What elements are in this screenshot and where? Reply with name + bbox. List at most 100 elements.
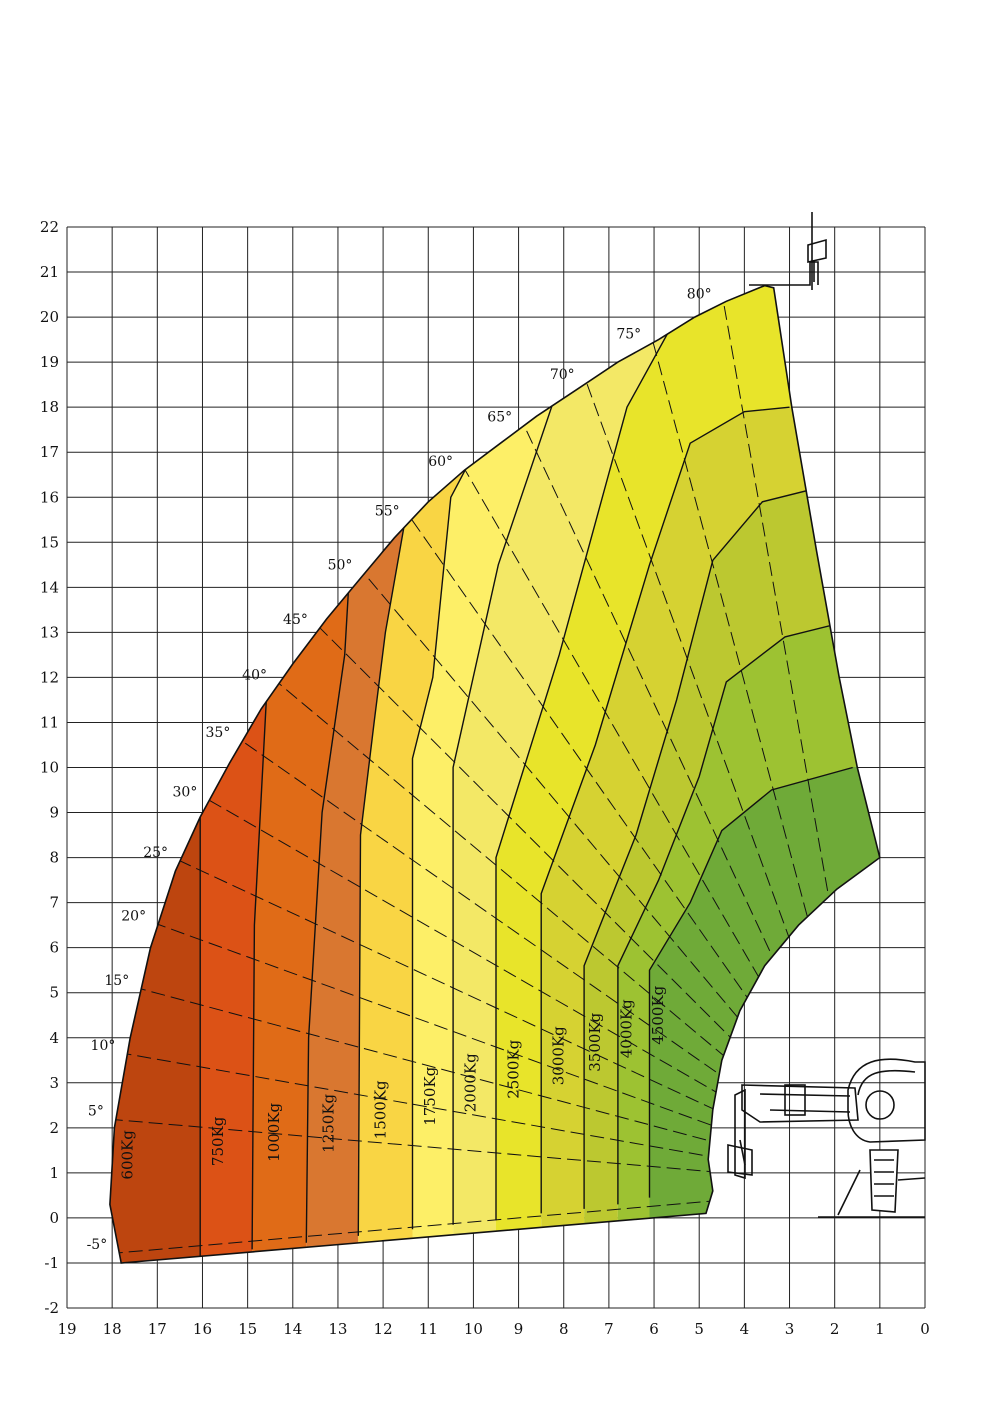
- x-axis-tick-labels: 19 18 17 16 15 14 13 12 11 10 9 8 7 6 5 4 3 2 1 0: [57, 1320, 929, 1338]
- x-tick-label: 12: [374, 1320, 393, 1338]
- x-tick-label: 3: [785, 1320, 795, 1338]
- telehandler-icon: [727, 1058, 926, 1218]
- x-tick-label: 18: [103, 1320, 122, 1338]
- zone-band: [306, 285, 478, 1264]
- y-tick-label: 2: [49, 1119, 59, 1137]
- angle-label: 30°: [173, 784, 198, 800]
- angle-label: -5°: [87, 1237, 108, 1253]
- capacity-label: 1000Kg: [265, 1102, 283, 1161]
- angle-label: 10°: [91, 1038, 116, 1054]
- load-line: [540, 406, 790, 1214]
- zone-band: [453, 285, 852, 1264]
- capacity-label: 2000Kg: [462, 1053, 480, 1112]
- load-line: [305, 537, 353, 1243]
- angle-line: [109, 894, 880, 1187]
- capacity-label: 600Kg: [118, 1130, 136, 1180]
- angle-label: 75°: [616, 327, 641, 343]
- y-tick-label: 10: [40, 759, 59, 777]
- y-tick-label: 5: [49, 984, 59, 1002]
- angle-label: 40°: [242, 668, 267, 684]
- y-tick-label: 15: [40, 533, 59, 551]
- angle-line: [109, 1087, 880, 1187]
- capacity-label: 1500Kg: [371, 1080, 389, 1139]
- capacity-labels: 600Kg 750Kg 1000Kg 1250Kg 1500Kg 1750Kg 2000Kg…: [118, 985, 667, 1179]
- x-tick-label: 8: [559, 1320, 569, 1338]
- load-line: [495, 316, 678, 1221]
- angle-label: 20°: [121, 908, 146, 924]
- y-tick-label: 4: [49, 1029, 59, 1047]
- envelope-boundary: [109, 284, 881, 1264]
- load-line: [357, 465, 416, 1236]
- capacity-label: 4500Kg: [649, 985, 667, 1044]
- x-tick-label: 1: [875, 1320, 885, 1338]
- angle-label: 45°: [283, 612, 308, 628]
- capacity-label: 4000Kg: [617, 999, 635, 1058]
- x-tick-label: 7: [604, 1320, 614, 1338]
- angle-label: 60°: [428, 454, 453, 470]
- x-tick-label: 2: [830, 1320, 840, 1338]
- x-tick-label: 4: [740, 1320, 750, 1338]
- angle-label: 35°: [206, 725, 231, 741]
- angle-label: 25°: [143, 845, 168, 861]
- zone-band: [541, 285, 880, 1264]
- x-tick-label: 19: [57, 1320, 76, 1338]
- load-line: [583, 487, 817, 1209]
- angle-label: 80°: [687, 287, 712, 303]
- angle-line: [109, 710, 880, 1187]
- x-tick-label: 5: [694, 1320, 704, 1338]
- y-tick-label: 19: [40, 353, 59, 371]
- y-tick-label: 16: [40, 488, 59, 506]
- y-tick-label: -2: [44, 1299, 59, 1317]
- zone-band: [358, 285, 667, 1264]
- capacity-label: 3000Kg: [550, 1026, 568, 1085]
- x-tick-label: 14: [283, 1320, 302, 1338]
- y-tick-label: 8: [49, 849, 59, 867]
- x-tick-label: 9: [514, 1320, 524, 1338]
- y-tick-label: 7: [49, 894, 59, 912]
- angle-label: 55°: [375, 503, 400, 519]
- angle-labels: -5° 5° 10° 15° 20° 25° 30° 35° 40° 45° 50° 55° 60° 65…: [87, 287, 712, 1253]
- angle-line: [109, 800, 880, 1187]
- y-tick-label: 11: [40, 713, 59, 731]
- y-tick-label: 9: [49, 804, 59, 822]
- y-tick-label: 1: [49, 1164, 59, 1182]
- y-tick-label: 22: [40, 218, 59, 236]
- capacity-label: 2500Kg: [505, 1039, 523, 1098]
- capacity-label: 1250Kg: [319, 1093, 337, 1152]
- angle-label: 15°: [104, 973, 129, 989]
- envelope-outline: [109, 284, 881, 1264]
- angle-label: 70°: [550, 367, 575, 383]
- y-tick-label: 6: [49, 939, 59, 957]
- x-tick-label: 13: [328, 1320, 347, 1338]
- capacity-label: 3500Kg: [586, 1012, 604, 1071]
- capacity-label: 1750Kg: [421, 1066, 439, 1125]
- x-tick-label: 11: [419, 1320, 438, 1338]
- y-tick-label: 12: [40, 668, 59, 686]
- fork-icon: [749, 212, 827, 290]
- angle-line: [109, 990, 880, 1187]
- x-tick-label: 6: [649, 1320, 659, 1338]
- angle-line: [109, 1185, 880, 1264]
- y-tick-label: 14: [40, 578, 59, 596]
- y-tick-label: 3: [49, 1074, 59, 1092]
- load-line: [617, 622, 840, 1205]
- y-tick-label: 21: [40, 263, 59, 281]
- y-tick-label: 17: [40, 443, 59, 461]
- load-line: [648, 766, 853, 1198]
- y-tick-label: -1: [44, 1254, 59, 1272]
- angle-label: 5°: [88, 1104, 104, 1120]
- y-tick-label: 0: [49, 1209, 59, 1227]
- load-lines: [199, 316, 853, 1257]
- angle-label: 65°: [487, 410, 512, 426]
- y-tick-label: 13: [40, 623, 59, 641]
- x-tick-label: 0: [920, 1320, 930, 1338]
- x-tick-label: 16: [193, 1320, 212, 1338]
- y-tick-label: 20: [40, 308, 59, 326]
- x-tick-label: 10: [464, 1320, 483, 1338]
- zone-band: [412, 285, 680, 1264]
- y-tick-label: 18: [40, 398, 59, 416]
- x-tick-label: 15: [238, 1320, 257, 1338]
- load-line: [452, 370, 565, 1225]
